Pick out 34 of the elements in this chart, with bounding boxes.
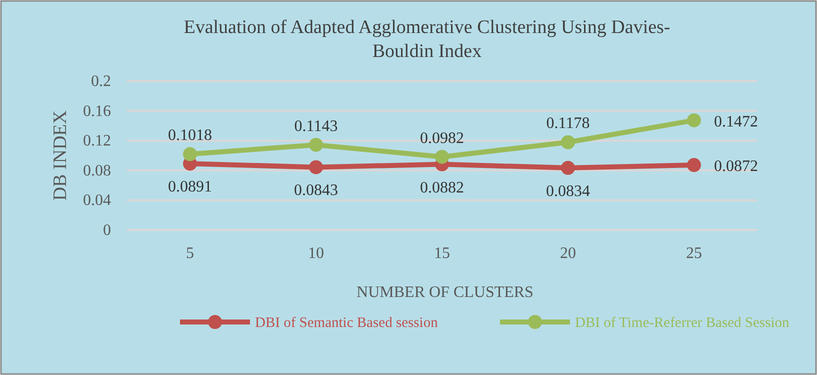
point [435,150,449,164]
legend-label: DBI of Time-Referrer Based Session [575,315,790,331]
x-tick-label: 20 [560,245,576,262]
x-tick-label: 15 [434,245,450,262]
x-tick-label: 5 [186,245,194,262]
point [309,138,323,152]
data-label: 0.0834 [546,182,590,200]
x-tick-label: 10 [308,245,324,262]
data-label: 0.0843 [294,182,338,200]
point [687,158,701,172]
data-label: 0.0982 [420,130,464,147]
x-axis-title: NUMBER OF CLUSTERS [356,284,534,301]
y-tick-label: 0.16 [83,102,111,120]
data-label: 0.0891 [168,178,212,196]
data-label: 0.1472 [714,113,758,130]
y-axis-title: DB INDEX [50,110,71,201]
data-label: 0.1143 [294,118,338,135]
legend-label: DBI of Semantic Based session [255,315,439,331]
chart-title: Evaluation of Adapted Agglomerative Clustering Using Davies-Bouldin Index [184,17,670,62]
point [687,113,701,128]
point [183,147,197,162]
y-tick-label: 0 [103,222,111,239]
y-tick-label: 0.12 [83,132,111,150]
y-tick-label: 0.2 [91,73,111,90]
y-tick-label: 0.04 [83,192,111,210]
x-tick-label: 25 [686,245,702,262]
point [561,135,575,150]
y-tick-label: 0.08 [83,162,111,180]
data-label: 0.0872 [714,158,758,176]
data-label: 0.0882 [420,179,464,196]
point [309,160,323,174]
point [561,160,575,175]
data-label: 0.1178 [546,115,590,132]
data-label: 0.1018 [168,127,212,144]
